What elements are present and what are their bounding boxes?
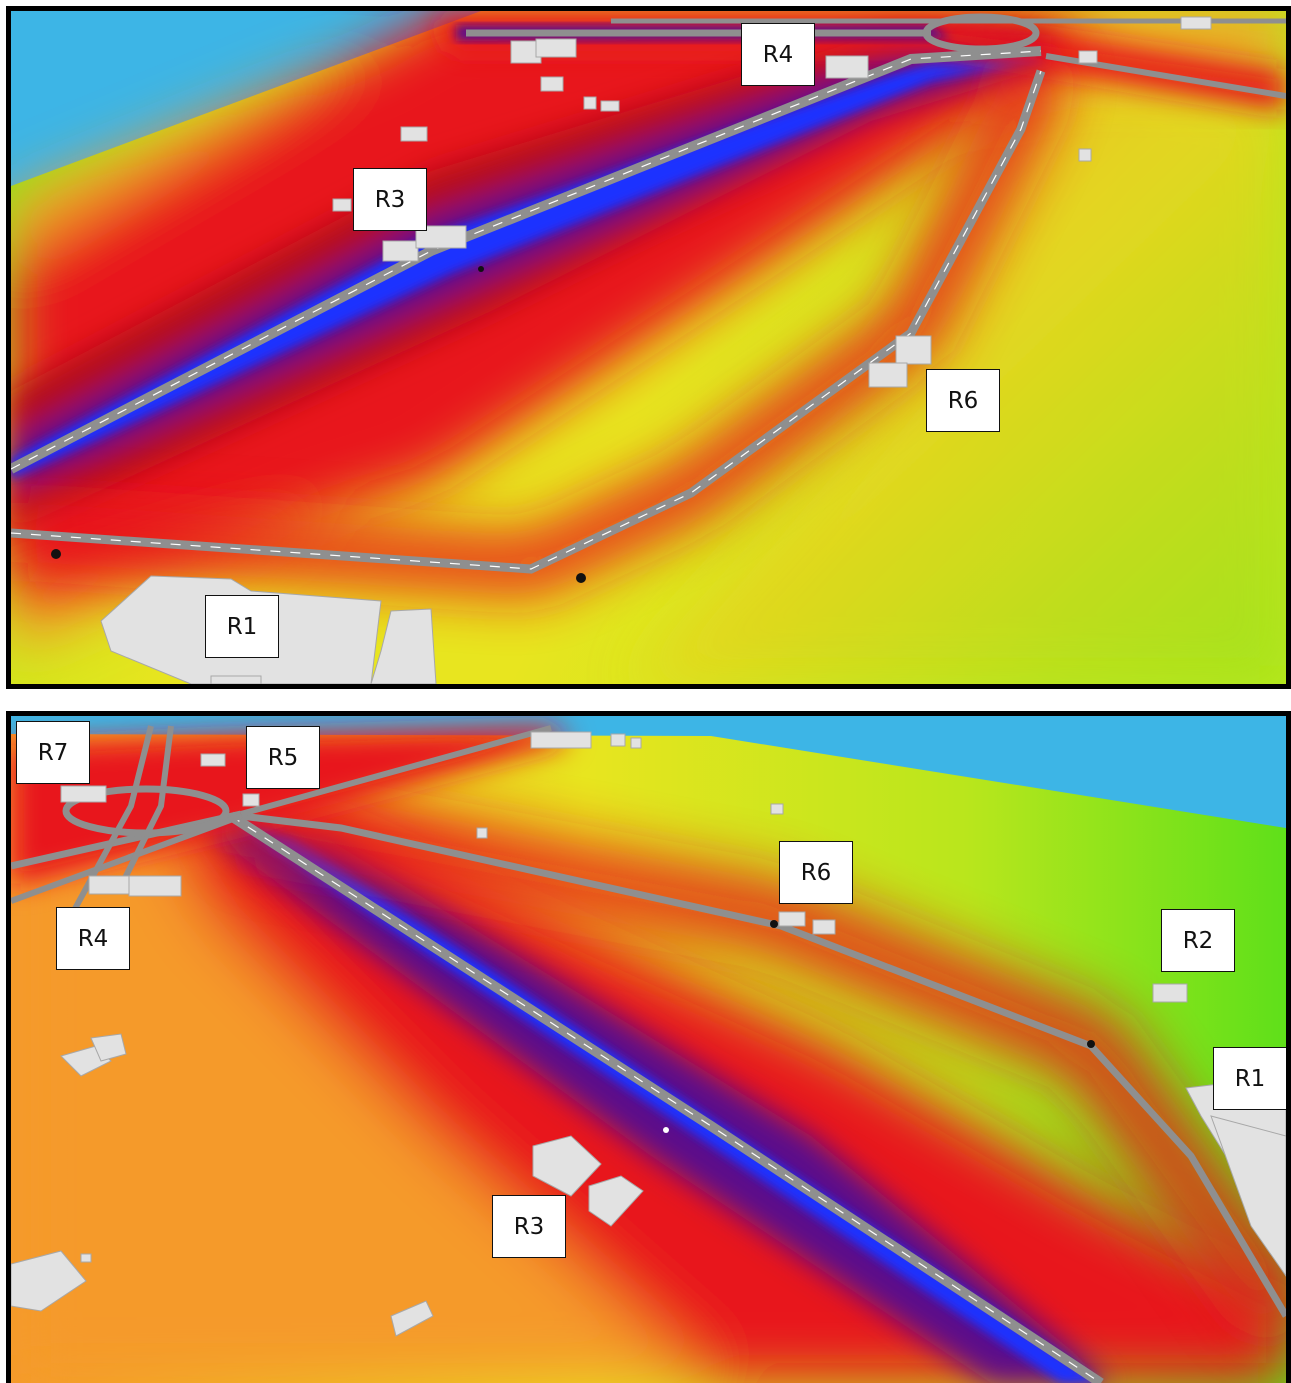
local-road: [11, 69, 1046, 574]
north-road: [240, 725, 552, 817]
local-road: [240, 812, 1286, 1318]
receiver-label-r4: R4: [741, 23, 815, 86]
receiver-point: [478, 266, 484, 272]
west-road: [11, 810, 242, 870]
receiver-point: [51, 549, 61, 559]
receiver-point: [576, 573, 586, 583]
receiver-label-r1: R1: [1213, 1047, 1286, 1110]
top-map-view: R4 R3 R6 R1: [6, 6, 1291, 689]
receiver-label-r6: R6: [779, 841, 853, 904]
receiver-label-r1: R1: [205, 595, 279, 658]
buildings: [11, 731, 1286, 1337]
receiver-label-r3: R3: [353, 168, 427, 231]
receiver-point: [1087, 1040, 1095, 1048]
bottom-map-view: R7 R5 R6 R4 R2 R1 R3: [6, 711, 1291, 1383]
sky-area: [11, 11, 481, 186]
receiver-label-r3: R3: [492, 1195, 566, 1258]
receiver-label-r4: R4: [56, 907, 130, 970]
receiver-label-r6: R6: [926, 369, 1000, 432]
receiver-point: [770, 920, 778, 928]
highway-road: [11, 46, 1042, 474]
roundabout: [922, 13, 1040, 53]
roundabout: [62, 785, 230, 837]
receiver-point: [663, 1127, 669, 1133]
receiver-label-r7: R7: [16, 721, 90, 784]
bottom-noise-map: [11, 716, 1286, 1383]
sky-area: [11, 716, 1286, 828]
receiver-label-r2: R2: [1161, 909, 1235, 972]
top-noise-map: [11, 11, 1286, 684]
receiver-label-r5: R5: [246, 726, 320, 789]
